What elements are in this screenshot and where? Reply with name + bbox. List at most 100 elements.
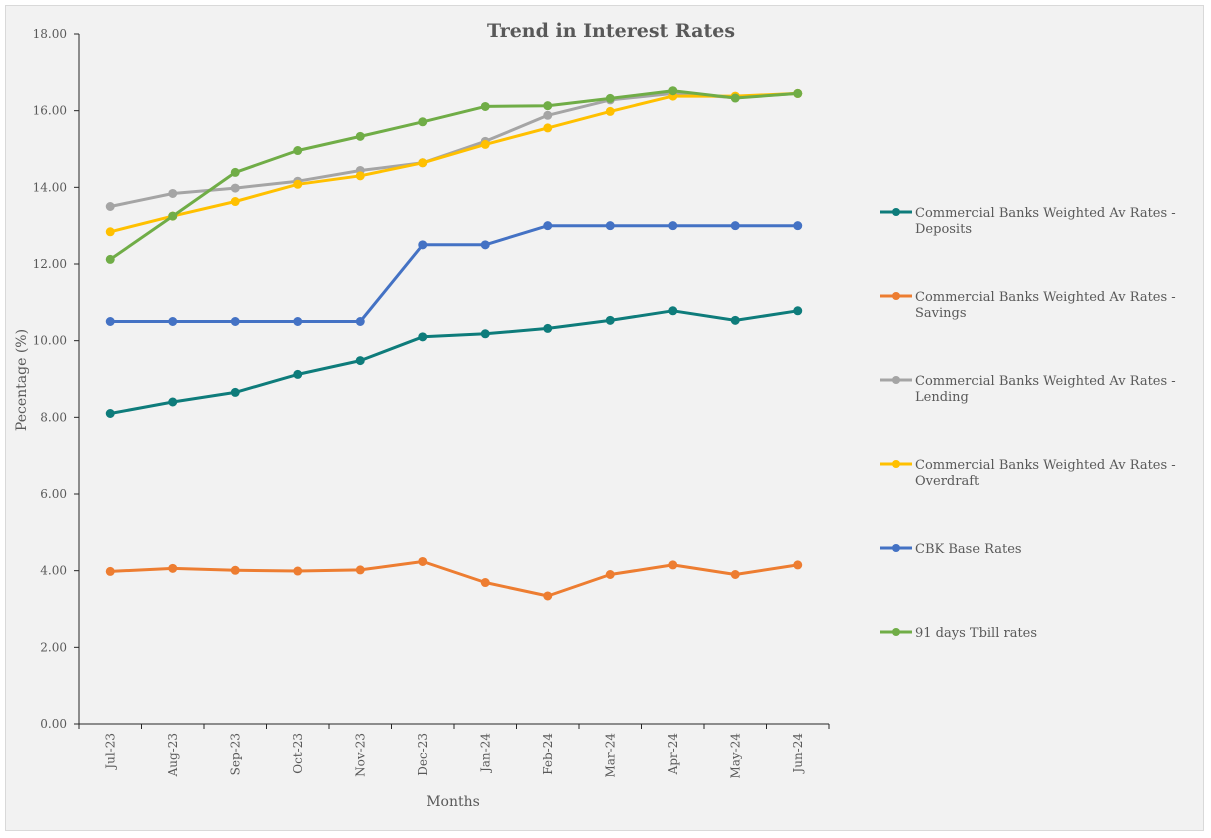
x-tick-label: Sep-23 [228,733,242,775]
data-point-series-4 [355,171,365,181]
data-point-series-6 [230,167,240,177]
data-point-series-3 [168,188,178,198]
data-point-series-5 [293,317,303,326]
data-point-series-6 [105,254,115,264]
data-point-series-6 [605,93,615,103]
data-point-series-5 [105,317,115,326]
data-point-series-5 [605,221,615,231]
y-tick-label: 18.00 [33,27,67,41]
data-point-series-6 [668,86,678,96]
data-point-series-1 [168,397,178,407]
data-point-series-5 [793,221,803,231]
x-axis-title: Months [426,794,480,810]
data-point-series-1 [730,315,740,325]
series-line-3 [108,91,800,208]
chart-title: Trend in Interest Rates [487,20,735,42]
data-point-series-2 [543,591,553,601]
data-point-series-2 [605,570,615,579]
x-tick-label: Dec-23 [416,733,430,776]
data-point-series-6 [168,211,178,221]
x-tick-label: May-24 [728,733,742,779]
legend-label: Lending [915,390,969,405]
data-point-series-1 [793,306,803,316]
x-tick-label: Jun-24 [791,733,805,775]
data-point-series-1 [480,329,490,339]
data-point-series-1 [668,306,678,316]
x-tick-label: Mar-24 [603,733,617,778]
plot-area: 0.00 2.00 4.00 6.00 8.00 10.00 12.00 14.00 16.00… [33,27,830,779]
legend-swatch-marker [892,376,900,384]
legend-label: CBK Base Rates [915,542,1022,557]
data-point-series-2 [105,566,115,576]
x-tick-label: Jan-24 [478,733,492,774]
y-tick-label: 8.00 [40,410,67,424]
legend-swatch-marker [892,628,900,636]
series-line-6 [108,89,800,261]
data-point-series-3 [543,110,553,120]
legend-label: Savings [915,306,967,321]
data-point-series-6 [730,93,740,103]
data-point-series-2 [480,578,490,588]
y-tick-label: 10.00 [33,334,67,348]
series-line-5 [108,224,800,323]
series-line-2 [108,560,800,598]
y-tick-label: 2.00 [40,640,67,654]
legend-label: 91 days Tbill rates [915,626,1037,641]
data-point-series-5 [418,240,428,250]
chart-area [5,5,1204,831]
legend-swatch-marker [892,460,900,468]
data-point-series-4 [293,179,303,189]
data-point-series-5 [730,221,740,231]
data-point-series-5 [168,317,178,326]
data-point-series-1 [418,332,428,342]
y-tick-label: 0.00 [40,717,67,731]
y-tick-label: 16.00 [33,104,67,118]
data-point-series-3 [230,183,240,193]
data-point-series-2 [168,563,178,573]
data-point-series-1 [543,323,553,333]
x-tick-label: Apr-24 [666,733,680,776]
data-point-series-4 [543,123,553,133]
data-point-series-2 [418,556,428,566]
legend-label: Overdraft [915,474,980,489]
x-tick-label: Aug-23 [166,733,180,777]
y-tick-label: 14.00 [33,180,67,194]
data-point-series-2 [355,565,365,575]
data-point-series-6 [355,131,365,141]
legend-label: Commercial Banks Weighted Av Rates - [915,206,1176,221]
data-point-series-2 [230,565,240,575]
data-point-series-5 [543,221,553,231]
x-tick-label: Nov-23 [353,733,367,777]
data-point-series-1 [605,315,615,325]
data-point-series-1 [355,356,365,366]
x-tick-label: Oct-23 [291,733,305,774]
data-point-series-5 [230,317,240,326]
data-point-series-6 [793,88,803,98]
legend-swatch-marker [892,544,900,552]
data-point-series-6 [418,117,428,127]
series-line-1 [108,309,800,415]
data-point-series-6 [480,101,490,111]
series-line-4 [108,91,800,234]
data-point-series-1 [293,369,303,379]
data-point-series-4 [605,106,615,116]
legend: Commercial Banks Weighted Av Rates -Depo… [880,206,1176,641]
legend-label: Commercial Banks Weighted Av Rates - [915,458,1176,473]
legend-swatch-marker [892,292,900,300]
data-point-series-2 [668,560,678,570]
data-point-series-1 [105,409,115,418]
data-point-series-4 [230,197,240,207]
legend-swatch-marker [892,208,900,216]
legend-label: Commercial Banks Weighted Av Rates - [915,290,1176,305]
data-point-series-4 [105,227,115,237]
data-point-series-2 [293,566,303,576]
data-point-series-6 [293,146,303,156]
data-point-series-4 [418,158,428,168]
data-point-series-3 [105,202,115,211]
y-axis-title: Pecentage (%) [14,329,30,431]
y-tick-label: 6.00 [40,487,67,501]
y-tick-label: 4.00 [40,564,67,578]
data-point-series-5 [480,240,490,250]
legend-label: Commercial Banks Weighted Av Rates - [915,374,1176,389]
x-tick-label: Feb-24 [541,733,555,775]
